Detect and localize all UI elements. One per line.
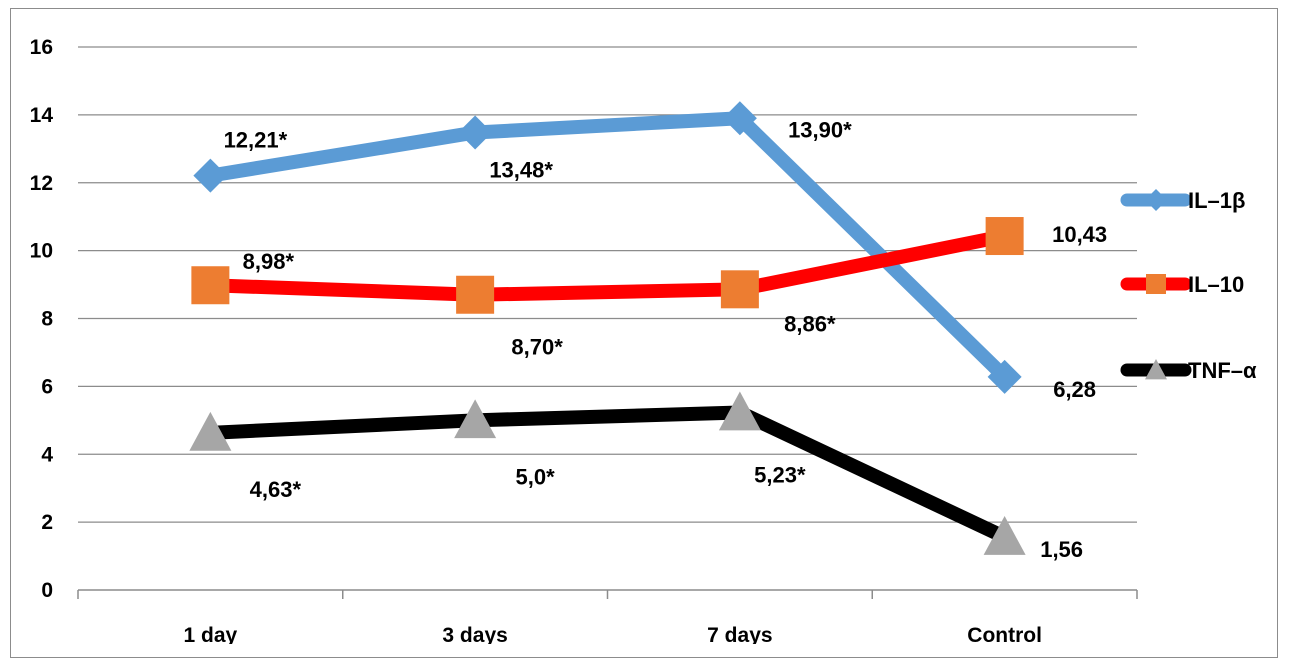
legend-label: TNF–α [1188, 358, 1257, 383]
axes: 0 2 4 6 8 10 12 14 16 1 day 3 days 7 days Control [30, 36, 1138, 644]
data-label: 6,28 [1053, 377, 1096, 402]
x-tick-label: 3 days [442, 624, 507, 644]
data-label: 10,43 [1052, 222, 1107, 247]
series-line [203, 405, 1012, 545]
triangle-marker [189, 411, 232, 451]
data-label: 1,56 [1040, 537, 1083, 562]
triangle-marker [454, 399, 497, 439]
x-tick-label: 7 days [707, 624, 772, 644]
y-tick-label: 0 [41, 579, 53, 602]
data-label: 5,0* [516, 464, 556, 489]
x-tick-label: 1 day [184, 624, 238, 644]
data-label: 4,63* [250, 477, 302, 502]
data-label: 13,90* [788, 117, 852, 142]
square-marker [985, 217, 1024, 256]
triangle-marker [983, 516, 1026, 555]
y-tick-label: 8 [41, 308, 53, 331]
data-label: 8,86* [784, 311, 836, 336]
series [189, 101, 1026, 555]
y-tick-label: 4 [41, 443, 53, 466]
y-tick-label: 12 [30, 172, 53, 195]
data-labels: 12,21* 13,48* 13,90* 6,28 8,98* 8,70* 8,86* 10,… [224, 117, 1108, 562]
line-chart: 0 2 4 6 8 10 12 14 16 1 day 3 days 7 days Control 12… [30, 36, 1257, 644]
series-line [203, 229, 1012, 302]
square-marker [720, 270, 759, 309]
diamond-marker [1145, 189, 1167, 211]
triangle-marker [1145, 359, 1167, 380]
diamond-marker [193, 158, 228, 193]
y-tick-label: 14 [30, 104, 54, 127]
diamond-marker [458, 115, 493, 150]
chart-frame [10, 8, 1278, 658]
legend-label: IL–1β [1188, 188, 1245, 213]
y-tick-label: 6 [41, 375, 53, 398]
diamond-marker [722, 101, 757, 136]
y-tick-label: 16 [30, 36, 53, 59]
square-marker [456, 275, 495, 314]
data-label: 8,98* [243, 249, 295, 274]
y-tick-label: 10 [30, 240, 53, 263]
square-marker [191, 266, 230, 305]
data-label: 13,48* [489, 158, 553, 183]
triangle-marker [718, 391, 761, 431]
y-tick-label: 2 [41, 511, 53, 534]
data-label: 5,23* [754, 463, 806, 488]
square-marker [1146, 274, 1166, 294]
legend: IL–1β IL–10 TNF–α [1120, 188, 1257, 383]
series-line [203, 111, 1012, 384]
data-label: 8,70* [511, 335, 563, 360]
x-tick-label: Control [967, 624, 1042, 644]
legend-label: IL–10 [1188, 272, 1244, 297]
data-label: 12,21* [224, 128, 288, 153]
diamond-marker [987, 359, 1022, 394]
